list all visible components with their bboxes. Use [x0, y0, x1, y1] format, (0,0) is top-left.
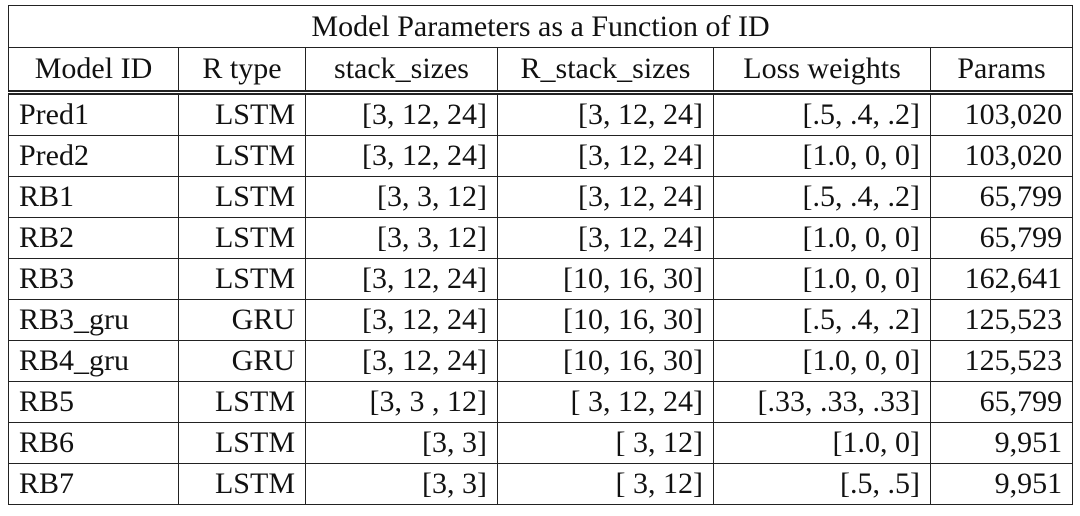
table-cell: [3, 3] [305, 422, 498, 464]
table-cell: [1.0, 0] [713, 422, 931, 464]
table-cell: [.5, .5] [713, 463, 931, 505]
column-header: R type [178, 47, 306, 95]
table-cell: 103,020 [929, 135, 1074, 177]
table-cell: [.5, .4, .2] [713, 176, 931, 218]
table-row: RB4_gru GRU [3, 12, 24] [10, 16, 30] [1.0, 0… [8, 340, 1074, 382]
table-row: Pred1 LSTM [3, 12, 24] [3, 12, 24] [.5, .4, … [8, 92, 1074, 136]
table-cell: 162,641 [929, 258, 1074, 300]
table-cell: 103,020 [929, 92, 1074, 136]
table-title: Model Parameters as a Function of ID [7, 5, 1074, 48]
table-cell: RB7 [8, 463, 179, 505]
table-cell: LSTM [178, 176, 306, 218]
table-cell: Pred2 [8, 135, 179, 177]
table-cell: [3, 12, 24] [497, 135, 714, 177]
table-cell: LSTM [178, 135, 306, 177]
table-cell: [1.0, 0, 0] [713, 217, 931, 259]
table-cell: [3, 3, 12] [305, 176, 498, 218]
column-header: stack_sizes [305, 47, 498, 95]
table-row: RB3_gru GRU [3, 12, 24] [10, 16, 30] [.5, .4… [8, 299, 1074, 341]
table-cell: [ 3, 12, 24] [497, 381, 714, 423]
table-cell: RB3_gru [8, 299, 179, 341]
table-cell: [.33, .33, .33] [713, 381, 931, 423]
table-cell: [10, 16, 30] [497, 340, 714, 382]
parameter-table: Model Parameters as a Function of ID Mod… [7, 5, 1074, 505]
table-cell: LSTM [178, 258, 306, 300]
table-cell: 9,951 [929, 463, 1074, 505]
table-cell: [.5, .4, .2] [713, 92, 931, 136]
table-cell: [10, 16, 30] [497, 258, 714, 300]
column-header: Params [929, 47, 1074, 95]
table-cell: RB3 [8, 258, 179, 300]
table-cell: [3, 3 , 12] [305, 381, 498, 423]
table-cell: LSTM [178, 463, 306, 505]
table-cell: LSTM [178, 381, 306, 423]
table-cell: 125,523 [929, 340, 1074, 382]
table-cell: [1.0, 0, 0] [713, 258, 931, 300]
column-header: Loss weights [713, 47, 931, 95]
table-cell: [3, 12, 24] [305, 92, 498, 136]
header-row: Model ID R type stack_sizes R_stack_sizes Lo… [8, 47, 1074, 95]
table-cell: [3, 12, 24] [305, 258, 498, 300]
table-cell: RB6 [8, 422, 179, 464]
table-cell: [.5, .4, .2] [713, 299, 931, 341]
table-cell: [3, 12, 24] [497, 92, 714, 136]
table-row: Pred2 LSTM [3, 12, 24] [3, 12, 24] [1.0, 0, … [8, 135, 1074, 177]
table-cell: 65,799 [929, 381, 1074, 423]
table-cell: [1.0, 0, 0] [713, 340, 931, 382]
table-row: RB1 LSTM [3, 3, 12] [3, 12, 24] [.5, .4, .2]… [8, 176, 1074, 218]
table-cell: RB2 [8, 217, 179, 259]
table-cell: [ 3, 12] [497, 422, 714, 464]
table-row: RB5 LSTM [3, 3 , 12][ 3, 12, 24] [.33, .33,… [8, 381, 1074, 423]
table-cell: LSTM [178, 217, 306, 259]
table-cell: [ 3, 12] [497, 463, 714, 505]
table-cell: Pred1 [8, 92, 179, 136]
table-row: RB7 LSTM [3, 3][ 3, 12] [.5, .5] 9,951 [8, 463, 1074, 505]
table-cell: [3, 12, 24] [497, 176, 714, 218]
table-cell: LSTM [178, 422, 306, 464]
table-cell: GRU [178, 299, 306, 341]
table-cell: 9,951 [929, 422, 1074, 464]
table-cell: [3, 12, 24] [305, 299, 498, 341]
table-cell: RB4_gru [8, 340, 179, 382]
table-cell: [10, 16, 30] [497, 299, 714, 341]
table-cell: [3, 3, 12] [305, 217, 498, 259]
column-header: Model ID [8, 47, 179, 95]
table-row: RB2 LSTM [3, 3, 12] [3, 12, 24] [1.0, 0, 0] 6… [8, 217, 1074, 259]
column-header: R_stack_sizes [497, 47, 714, 95]
table-cell: RB1 [8, 176, 179, 218]
table-row: RB3 LSTM [3, 12, 24] [10, 16, 30] [1.0, 0, 0… [8, 258, 1074, 300]
table-cell: RB5 [8, 381, 179, 423]
table-cell: LSTM [178, 92, 306, 136]
table-cell: [3, 12, 24] [497, 217, 714, 259]
table-cell: GRU [178, 340, 306, 382]
table-cell: [3, 3] [305, 463, 498, 505]
table-cell: 125,523 [929, 299, 1074, 341]
table-cell: 65,799 [929, 217, 1074, 259]
table-cell: [3, 12, 24] [305, 135, 498, 177]
table-cell: [1.0, 0, 0] [713, 135, 931, 177]
table-cell: 65,799 [929, 176, 1074, 218]
table-cell: [3, 12, 24] [305, 340, 498, 382]
table-row: RB6 LSTM [3, 3][ 3, 12] [1.0, 0] 9,951 [8, 422, 1074, 464]
